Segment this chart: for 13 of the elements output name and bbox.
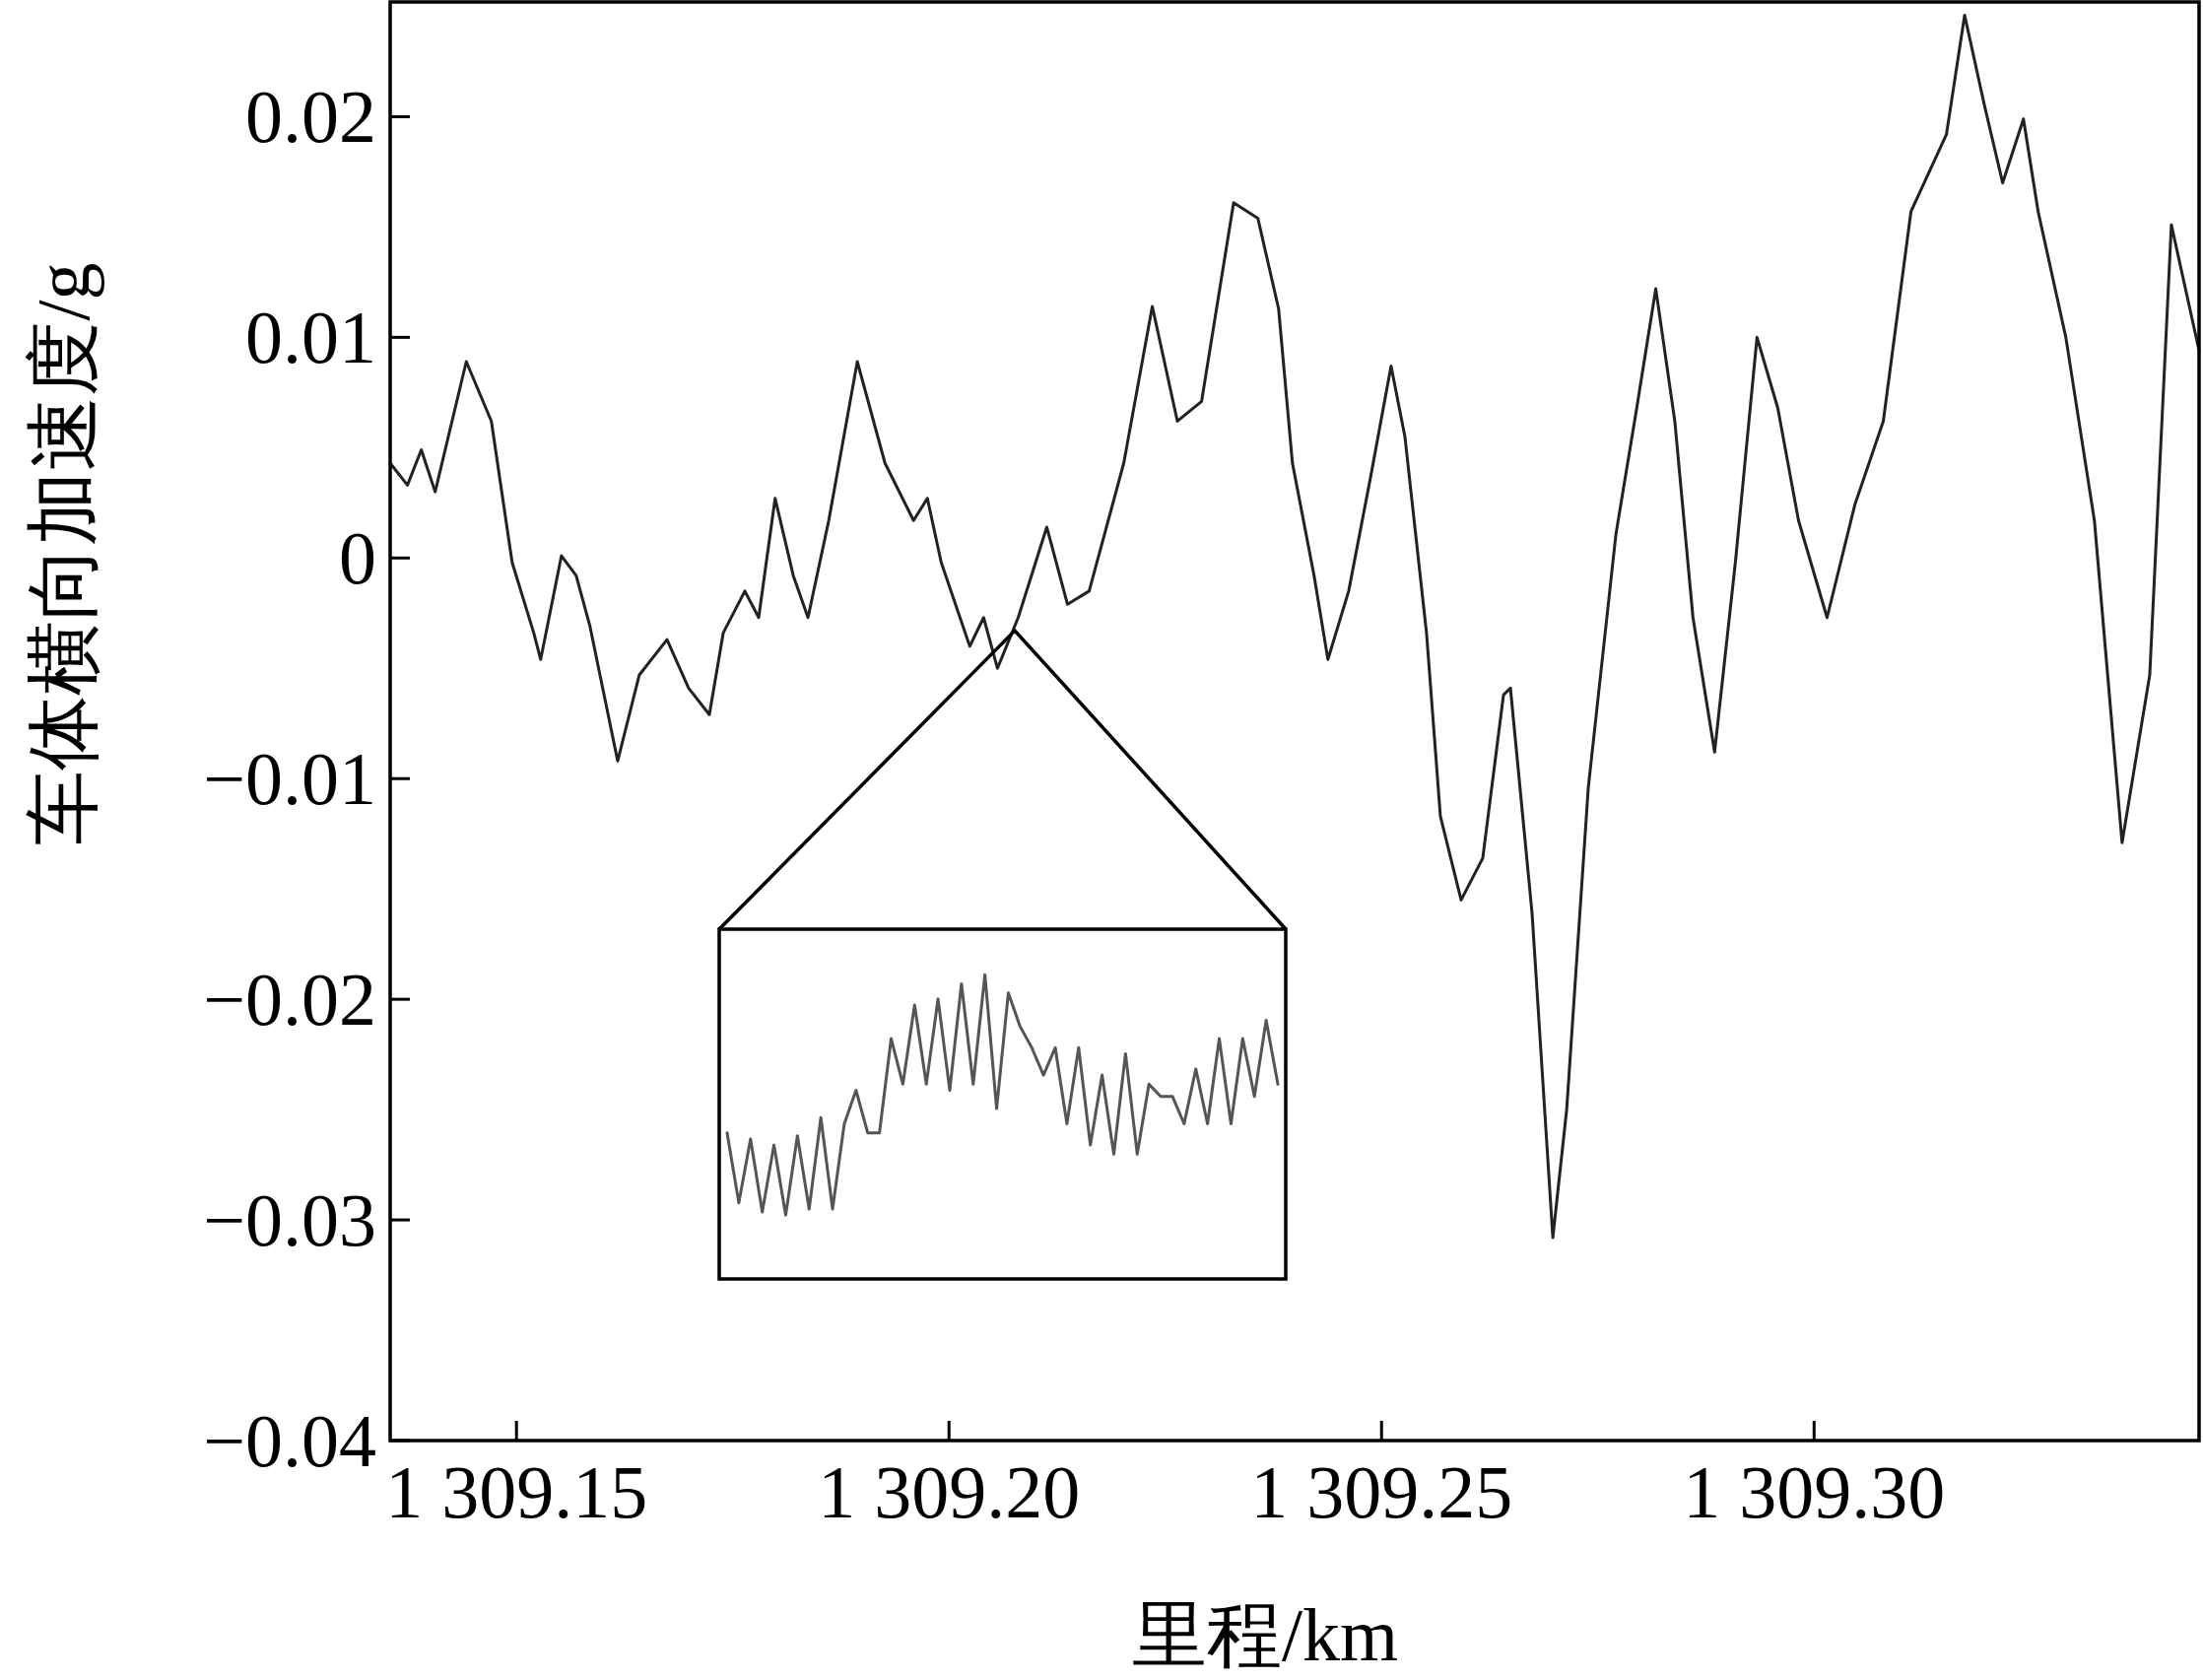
y-tick-label: −0.03: [203, 1178, 376, 1262]
y-tick-label: −0.02: [203, 958, 376, 1042]
x-tick-label: 1 309.30: [1683, 1450, 1946, 1533]
y-tick-label: −0.01: [203, 737, 376, 821]
y-tick-label: 0.01: [245, 296, 376, 379]
y-tick-label: 0: [339, 516, 376, 600]
y-tick-label: −0.04: [203, 1399, 376, 1482]
x-tick-label: 1 309.20: [818, 1450, 1081, 1533]
x-tick-label: 1 309.15: [385, 1450, 648, 1533]
y-tick-label: 0.02: [245, 75, 376, 159]
x-axis-title: 里程/km: [1131, 1593, 1399, 1676]
x-tick-label: 1 309.25: [1250, 1450, 1513, 1533]
y-axis-title: 车体横向加速度/g: [22, 262, 104, 845]
